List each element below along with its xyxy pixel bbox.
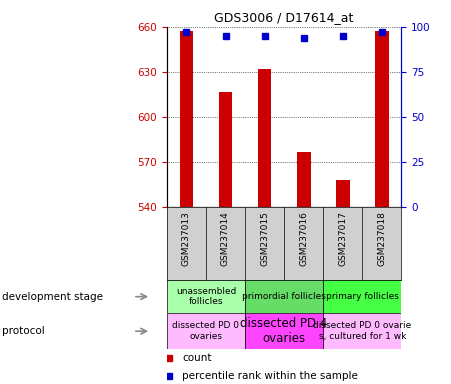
Text: count: count xyxy=(182,353,212,364)
Bar xyxy=(179,31,193,207)
Bar xyxy=(336,180,350,207)
Text: GSM237018: GSM237018 xyxy=(377,211,387,266)
Bar xyxy=(258,69,272,207)
Bar xyxy=(219,91,232,207)
Text: dissected PD 0
ovaries: dissected PD 0 ovaries xyxy=(172,321,239,341)
Text: primary follicles: primary follicles xyxy=(326,292,399,301)
Bar xyxy=(375,31,389,207)
Bar xyxy=(167,313,245,349)
Text: GSM237016: GSM237016 xyxy=(299,211,308,266)
Text: protocol: protocol xyxy=(2,326,45,336)
Text: development stage: development stage xyxy=(2,291,103,302)
Text: GSM237017: GSM237017 xyxy=(338,211,347,266)
Text: GSM237013: GSM237013 xyxy=(182,211,191,266)
Text: primordial follicles: primordial follicles xyxy=(242,292,326,301)
Text: unassembled
follicles: unassembled follicles xyxy=(176,287,236,306)
Text: GSM237014: GSM237014 xyxy=(221,211,230,266)
Bar xyxy=(323,280,401,313)
Text: dissected PD 0 ovarie
s, cultured for 1 wk: dissected PD 0 ovarie s, cultured for 1 … xyxy=(313,321,411,341)
Bar xyxy=(297,152,310,207)
Bar xyxy=(323,313,401,349)
Bar xyxy=(245,313,323,349)
Bar xyxy=(245,280,323,313)
Text: dissected PD 4
ovaries: dissected PD 4 ovaries xyxy=(240,317,328,345)
Title: GDS3006 / D17614_at: GDS3006 / D17614_at xyxy=(214,11,354,24)
Text: GSM237015: GSM237015 xyxy=(260,211,269,266)
Bar xyxy=(167,280,245,313)
Text: percentile rank within the sample: percentile rank within the sample xyxy=(182,371,358,381)
